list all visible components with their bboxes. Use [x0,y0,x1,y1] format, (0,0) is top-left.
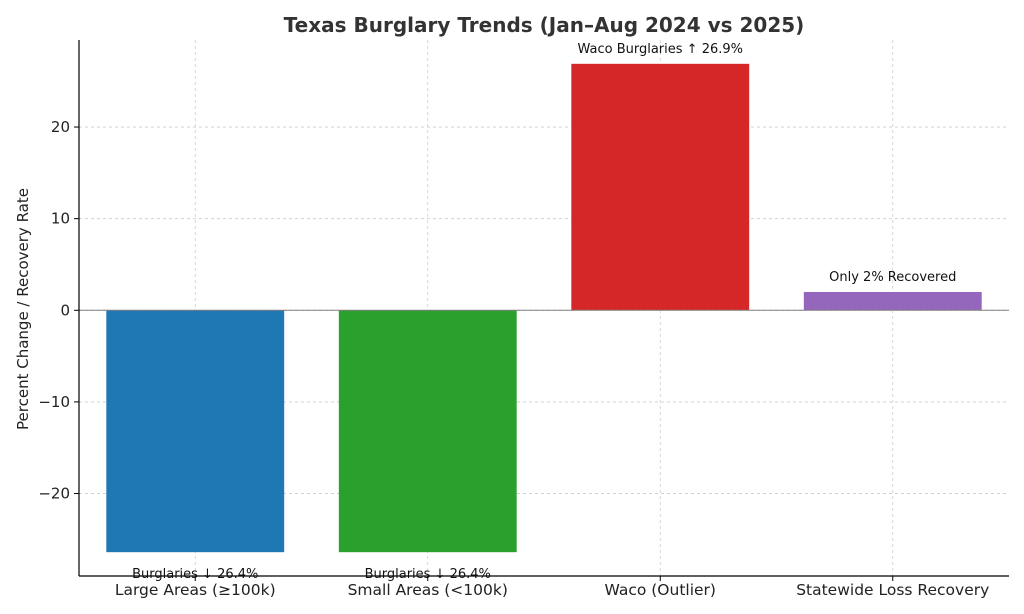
y-tick-label: −10 [38,393,70,411]
data-label: Waco Burglaries ↑ 26.9% [577,42,743,57]
chart-title: Texas Burglary Trends (Jan–Aug 2024 vs 2… [284,13,805,37]
y-tick-label: 0 [60,301,70,319]
x-tick-label: Waco (Outlier) [605,581,716,599]
bar [803,291,982,311]
y-tick-label: 20 [51,118,70,136]
data-label: Burglaries ↓ 26.4% [365,567,491,582]
labels-layer: 20 10 0 −10 −20 Large Areas (≥100k) Small Area… [38,42,989,599]
bars-layer [106,63,982,553]
x-tick-label: Small Areas (<100k) [348,581,508,599]
x-tick-label: Statewide Loss Recovery [796,581,989,599]
axes-layer [74,40,1009,581]
y-tick-label: 10 [51,210,70,228]
y-tick-label: −20 [38,485,70,503]
data-label: Burglaries ↓ 26.4% [132,567,258,582]
bar [571,63,750,311]
bar [106,310,285,553]
data-label: Only 2% Recovered [829,270,956,285]
bar [338,310,517,553]
x-tick-label: Large Areas (≥100k) [115,581,276,599]
y-axis-label: Percent Change / Recovery Rate [14,188,32,430]
